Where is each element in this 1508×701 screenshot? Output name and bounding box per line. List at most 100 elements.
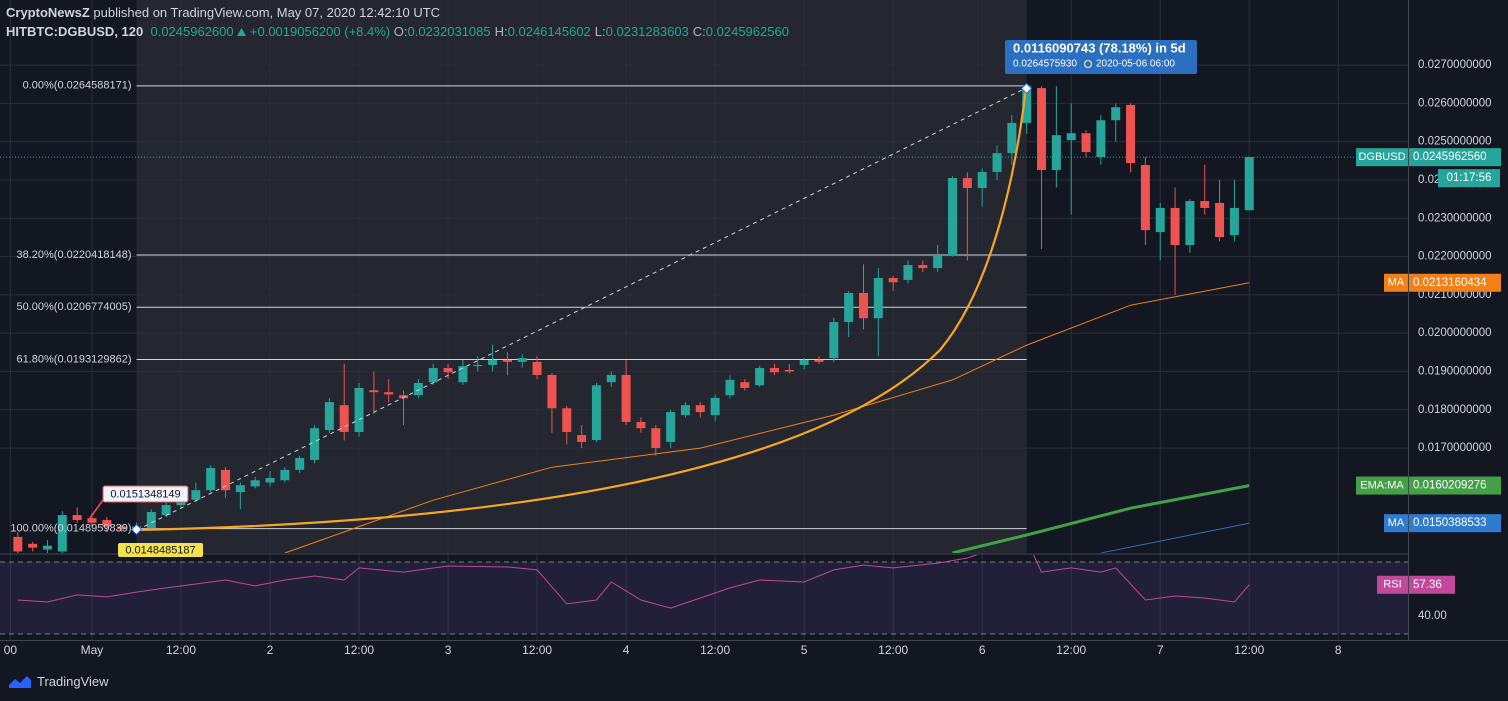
rsi-line xyxy=(17,555,1250,609)
candle-body xyxy=(57,515,67,552)
tag-name: MA xyxy=(1388,517,1405,529)
ohlc-value: 0.0245962560 xyxy=(705,24,789,39)
brand: TradingView xyxy=(37,674,109,689)
candle-body xyxy=(1170,207,1180,246)
tag-value-box xyxy=(1409,476,1501,495)
candle-body xyxy=(992,153,1002,172)
fib-label: 100.00%(0.0148959839) xyxy=(10,523,131,535)
tag-value: 0.0160209276 xyxy=(1413,480,1487,492)
candle-body xyxy=(606,374,616,383)
candle-body xyxy=(1096,120,1106,158)
tag-value: 0.0213160434 xyxy=(1413,277,1487,289)
candle-body xyxy=(72,515,82,521)
ohlc: O:0.0232031085 H:0.0246145602 L:0.02312836… xyxy=(394,24,793,39)
rsi-band xyxy=(0,562,1408,635)
price-axis-bg xyxy=(1409,0,1508,641)
candle-body xyxy=(873,278,883,319)
candle-body xyxy=(547,374,557,409)
tooltip-price: 0.0264575930 xyxy=(1013,59,1077,70)
candle-body xyxy=(1185,201,1195,246)
ohlc-value: 0.0231283603 xyxy=(605,24,689,39)
candle-body xyxy=(1081,133,1091,153)
candle-body xyxy=(903,265,913,280)
measure-tooltip: 0.0116090743 (78.18%) in 5d 0.0264575930… xyxy=(1005,40,1197,74)
x-tick-label: 4 xyxy=(623,643,630,657)
tag-value-box xyxy=(1409,148,1501,167)
candle-body xyxy=(636,422,646,429)
candle-body xyxy=(428,368,438,383)
change: +0.0019056200 (+8.4%) xyxy=(249,24,391,39)
candle-body xyxy=(1140,165,1150,231)
candle-body xyxy=(918,265,928,269)
candle-body xyxy=(280,469,290,481)
candle-body xyxy=(354,387,364,432)
pointer xyxy=(89,499,104,519)
x-tick-label: 5 xyxy=(801,643,808,657)
candle-body xyxy=(102,520,112,527)
candle-body xyxy=(769,368,779,373)
candle-body xyxy=(666,412,676,442)
candle-body xyxy=(1126,104,1136,164)
ohlc-key: O: xyxy=(393,24,408,39)
candle-body xyxy=(962,178,972,189)
symbol: HITBTC:DGBUSD, 120 xyxy=(6,24,144,39)
y-tick-label: 0.0230000000 xyxy=(1418,212,1492,224)
candle-body xyxy=(206,467,216,491)
candle-body xyxy=(117,526,127,530)
y-tick-label: 0.0200000000 xyxy=(1418,327,1492,339)
y-tick-label: 0.0260000000 xyxy=(1418,97,1492,109)
tag-value-box xyxy=(1409,273,1501,292)
candle-body xyxy=(1007,122,1017,154)
tag-value: 57.36 xyxy=(1413,579,1442,591)
candle-body xyxy=(146,512,156,529)
anchor xyxy=(130,523,143,536)
drawings: 0.00%(0.0264588171) 38.20%(0.0220418148) 5… xyxy=(10,80,1033,536)
tag-layer: DGBUSD 0.0245962560 01:17:56 MA 0.0213160434… xyxy=(1356,148,1501,594)
candle-body xyxy=(977,171,987,189)
tag-name-box xyxy=(1377,575,1408,594)
candle-body xyxy=(1111,107,1121,121)
candle-body xyxy=(443,368,453,373)
x-tick-label: 00 xyxy=(4,643,18,657)
moving-average xyxy=(1100,522,1250,553)
footer: TradingView xyxy=(8,674,109,689)
y-tick-label: 0.0220000000 xyxy=(1418,251,1492,263)
candle-body xyxy=(1066,133,1076,141)
candle-body xyxy=(1022,85,1032,123)
candle-body xyxy=(413,382,423,396)
header: CryptoNewsZ published on TradingView.com… xyxy=(6,3,793,41)
tag-name-box xyxy=(1356,476,1408,495)
tag-name: EMA:MA xyxy=(1360,479,1404,491)
candle-body xyxy=(591,385,601,441)
tag-name: DGBUSD xyxy=(1358,151,1405,163)
candle-body xyxy=(1244,157,1254,211)
candle-body xyxy=(562,408,572,432)
ohlc-value: 0.0246145602 xyxy=(507,24,591,39)
candle-body xyxy=(888,278,898,283)
candle-body xyxy=(502,359,512,362)
label-box xyxy=(118,543,203,557)
candle-body xyxy=(191,490,201,500)
x-tick-label: 12:00 xyxy=(166,643,196,657)
candle-body xyxy=(310,428,320,460)
candle-body xyxy=(829,322,839,359)
tag-value-box xyxy=(1409,514,1501,533)
candle-body xyxy=(13,536,23,552)
x-tick-label: 6 xyxy=(979,643,986,657)
x-tick-label: 8 xyxy=(1335,643,1342,657)
x-tick-label: 3 xyxy=(445,643,452,657)
ohlc-key: H: xyxy=(494,24,508,39)
candle-body xyxy=(621,374,631,423)
moving-average xyxy=(284,282,1250,553)
candle-body xyxy=(695,405,705,413)
ohlc-key: C: xyxy=(692,24,706,39)
candle-body xyxy=(221,469,231,491)
candle-body xyxy=(680,405,690,416)
candle-body xyxy=(1155,207,1165,233)
tooltip-time: 2020-05-06 06:00 xyxy=(1096,59,1175,70)
candle-body xyxy=(755,368,765,386)
candle-body xyxy=(1051,135,1061,171)
candle-body xyxy=(710,397,720,416)
